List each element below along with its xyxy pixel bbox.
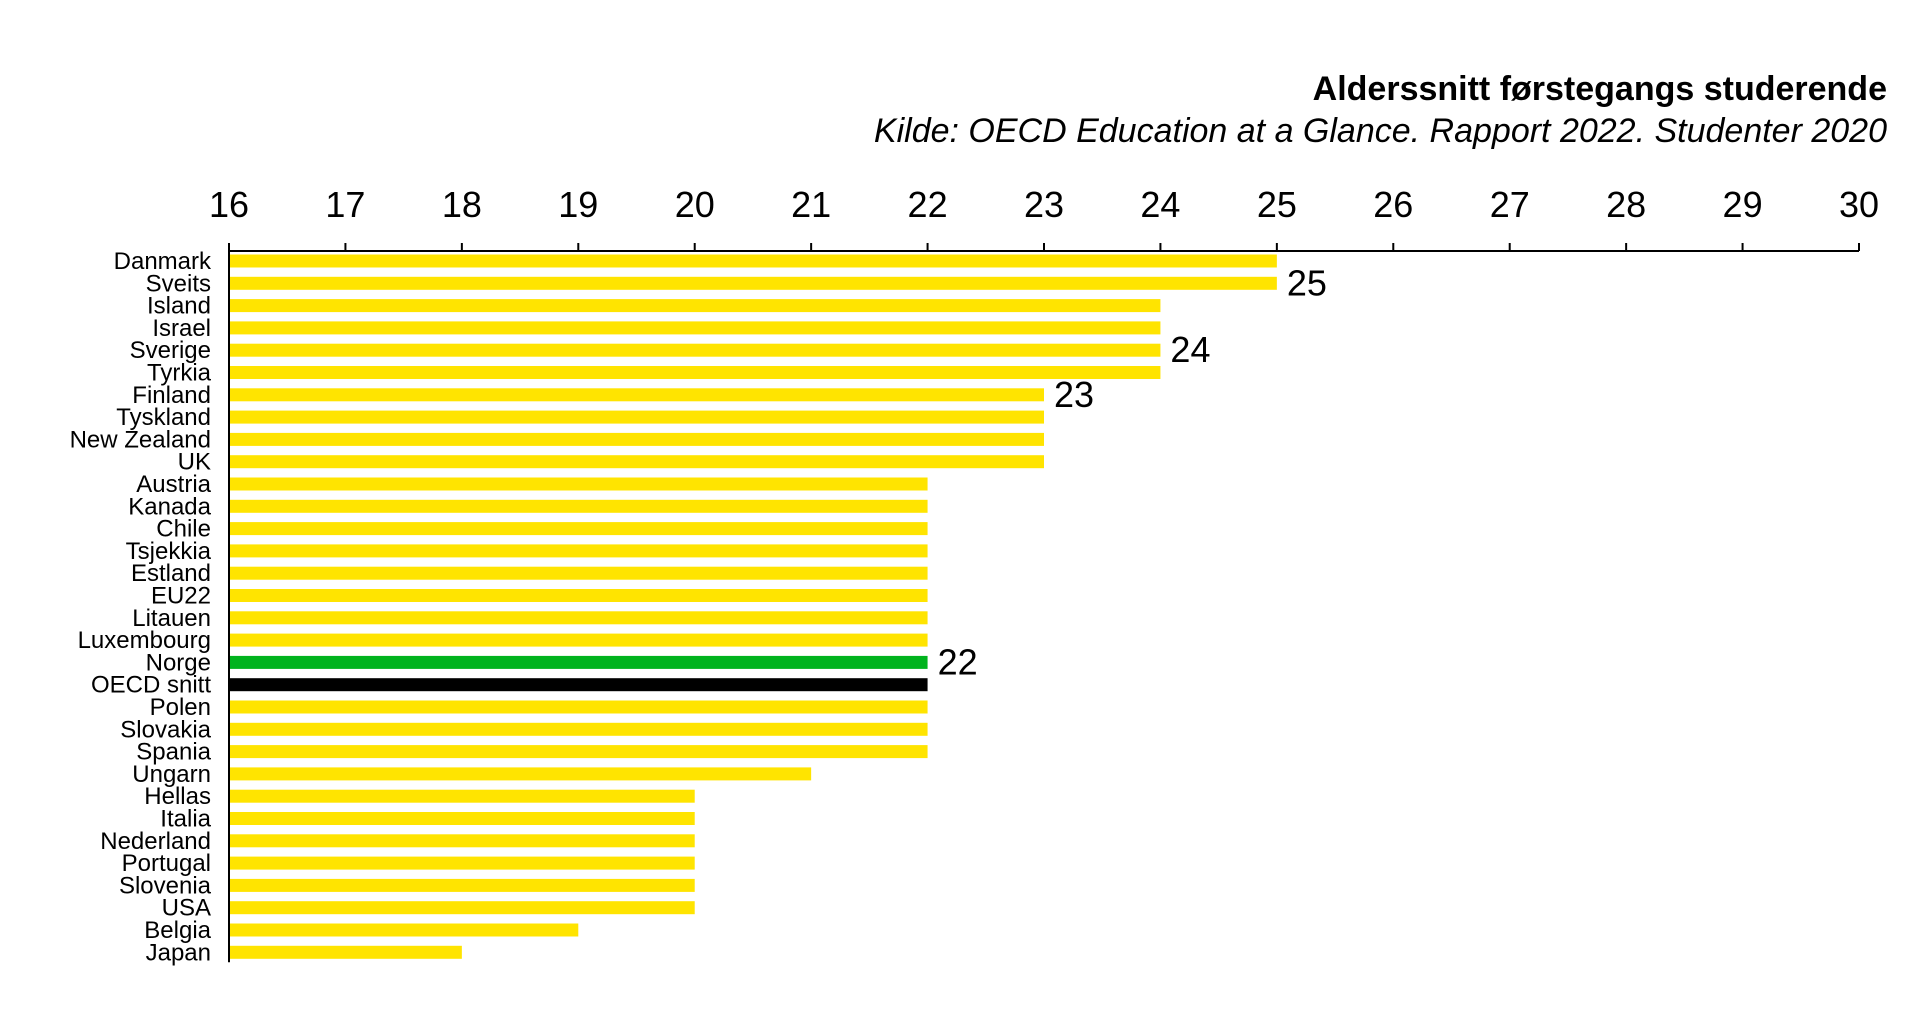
bar xyxy=(230,388,1044,402)
bar xyxy=(230,477,928,491)
bar xyxy=(230,455,1044,469)
category-label: Norge xyxy=(146,649,211,676)
bar xyxy=(230,700,928,714)
category-label: Chile xyxy=(156,516,211,543)
bar xyxy=(230,611,928,625)
bar xyxy=(230,366,1161,379)
category-label: OECD snitt xyxy=(91,672,211,699)
category-label: Nederland xyxy=(100,828,211,855)
category-label: Slovakia xyxy=(120,716,211,743)
bar xyxy=(230,812,695,825)
x-tick-label: 20 xyxy=(675,184,715,225)
x-tick-label: 30 xyxy=(1839,184,1879,225)
x-tick-label: 18 xyxy=(442,184,482,225)
bar xyxy=(230,767,812,781)
data-label: 22 xyxy=(938,641,978,682)
x-tick-label: 26 xyxy=(1373,184,1413,225)
chart-subtitle: Kilde: OECD Education at a Glance. Rappo… xyxy=(873,112,1887,150)
category-label: Litauen xyxy=(132,605,211,632)
category-label: Sveits xyxy=(146,270,211,297)
category-label: Danmark xyxy=(114,248,212,275)
bar xyxy=(230,276,1277,290)
x-tick-label: 24 xyxy=(1140,184,1180,225)
bar xyxy=(230,544,928,558)
bar xyxy=(230,722,928,736)
bar xyxy=(230,410,1044,424)
x-tick-label: 16 xyxy=(209,184,249,225)
bar xyxy=(230,856,695,870)
data-label: 25 xyxy=(1287,262,1327,303)
bar xyxy=(230,566,928,580)
bar xyxy=(230,432,1044,446)
x-tick-label: 17 xyxy=(325,184,365,225)
bar xyxy=(230,789,695,803)
bar xyxy=(230,745,928,759)
chart-title: Alderssnitt førstegangs studerende xyxy=(1312,70,1887,108)
x-tick-label: 27 xyxy=(1490,184,1530,225)
category-label: Austria xyxy=(136,471,211,498)
category-label: Israel xyxy=(152,315,211,342)
category-label: Estland xyxy=(131,560,211,587)
bar xyxy=(230,655,928,669)
x-tick-label: 23 xyxy=(1024,184,1064,225)
category-label: UK xyxy=(178,449,211,476)
bar xyxy=(230,343,1161,357)
category-label: Luxembourg xyxy=(78,627,211,654)
category-label: Tyskland xyxy=(116,404,211,431)
bar xyxy=(230,678,928,692)
category-label: Island xyxy=(147,293,211,320)
category-label: Tyrkia xyxy=(147,360,212,387)
category-label: Tsjekkia xyxy=(126,538,212,565)
bar xyxy=(230,633,928,647)
category-label: Spania xyxy=(136,739,211,766)
bar xyxy=(230,299,1161,313)
x-tick-label: 19 xyxy=(558,184,598,225)
bar xyxy=(230,901,695,915)
x-tick-label: 25 xyxy=(1257,184,1297,225)
category-label: Italia xyxy=(160,806,211,833)
category-label: Polen xyxy=(150,694,211,721)
bar xyxy=(230,254,1277,268)
bar xyxy=(230,522,928,536)
category-label: USA xyxy=(162,895,211,922)
bar xyxy=(230,878,695,892)
bar xyxy=(230,834,695,848)
category-label: Hellas xyxy=(144,783,211,810)
x-tick-label: 29 xyxy=(1723,184,1763,225)
category-label: Slovenia xyxy=(119,872,212,899)
x-tick-label: 22 xyxy=(908,184,948,225)
bar xyxy=(230,589,928,602)
category-label: Sverige xyxy=(130,337,211,364)
category-label: Ungarn xyxy=(132,761,211,788)
data-label: 24 xyxy=(1170,329,1210,370)
bar xyxy=(230,499,928,513)
x-tick-label: 21 xyxy=(791,184,831,225)
bar xyxy=(230,321,1161,335)
category-label: Portugal xyxy=(122,850,211,877)
category-label: Japan xyxy=(146,939,211,966)
category-label: New Zealand xyxy=(70,426,211,453)
bar xyxy=(230,945,462,959)
x-tick-label: 28 xyxy=(1606,184,1646,225)
category-label: Kanada xyxy=(128,493,211,520)
data-label: 23 xyxy=(1054,374,1094,415)
bar xyxy=(230,923,579,937)
category-label: Belgia xyxy=(144,917,211,944)
category-label: Finland xyxy=(132,382,211,409)
category-label: EU22 xyxy=(151,583,211,610)
